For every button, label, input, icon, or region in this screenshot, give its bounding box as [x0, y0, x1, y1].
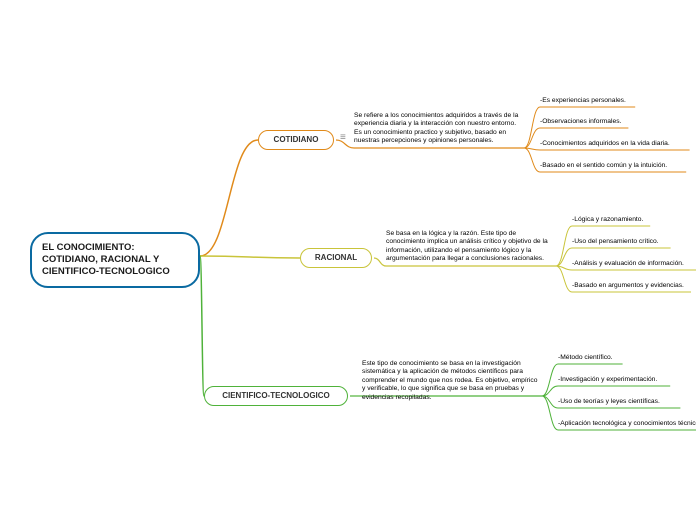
expand-toggle-icon[interactable]: ≡ — [340, 132, 346, 143]
leaf-racional-1: -Uso del pensamiento crítico. — [572, 238, 659, 246]
leaf-racional-2: -Análisis y evaluación de información. — [572, 260, 684, 268]
branch-cientifico[interactable]: CIENTIFICO-TECNOLOGICO — [204, 386, 348, 406]
desc-cotidiano: Se refiere a los conocimientos adquirido… — [354, 112, 524, 146]
desc-racional: Se basa en la lógica y la razón. Este ti… — [386, 230, 556, 264]
leaf-cotidiano-0: -Es experiencias personales. — [540, 97, 626, 105]
branch-racional[interactable]: RACIONAL — [300, 248, 372, 268]
branch-cotidiano[interactable]: COTIDIANO — [258, 130, 334, 150]
leaf-cotidiano-2: -Conocimientos adquiridos en la vida dia… — [540, 140, 670, 148]
leaf-cotidiano-1: -Observaciones informales. — [540, 118, 621, 126]
leaf-cotidiano-3: -Basado en el sentido común y la intuici… — [540, 162, 667, 170]
leaf-cientifico-2: -Uso de teorías y leyes científicas. — [558, 398, 660, 406]
leaf-cientifico-0: -Método científico. — [558, 354, 613, 362]
leaf-racional-0: -Lógica y razonamiento. — [572, 216, 643, 224]
leaf-cientifico-3: -Aplicación tecnológica y conocimientos … — [558, 420, 696, 428]
desc-cientifico: Este tipo de conocimiento se basa en la … — [362, 360, 542, 402]
root-node[interactable]: EL CONOCIMIENTO: COTIDIANO, RACIONAL Y C… — [30, 232, 200, 288]
leaf-racional-3: -Basado en argumentos y evidencias. — [572, 282, 684, 290]
leaf-cientifico-1: -Investigación y experimentación. — [558, 376, 657, 384]
